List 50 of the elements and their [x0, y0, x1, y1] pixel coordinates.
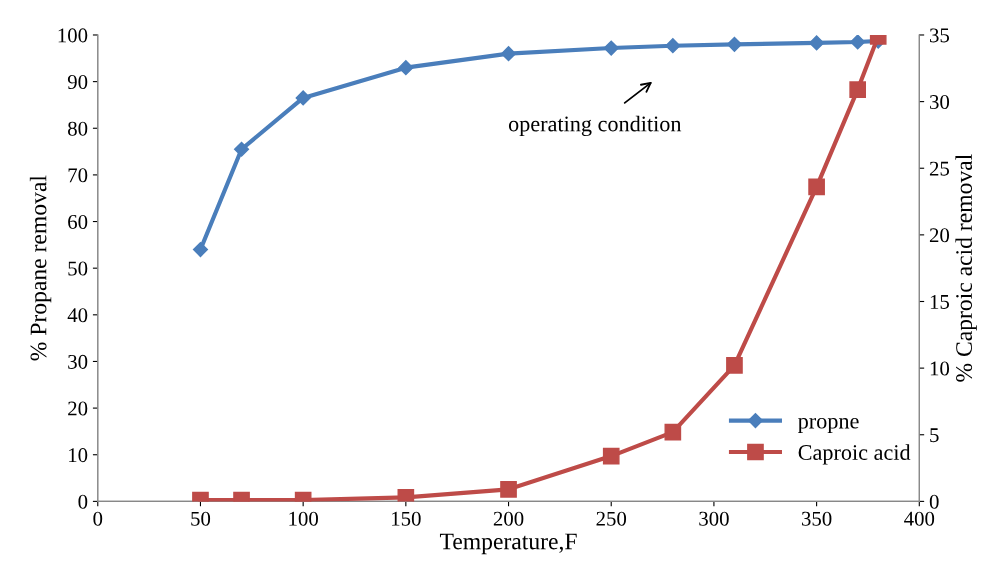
y2-tick-label: 15	[930, 294, 950, 309]
x-tick-label: 100	[289, 511, 318, 526]
y2-tick-label: 5	[930, 428, 939, 443]
y-tick-label: 30	[68, 354, 88, 369]
x-axis-title: Temperature,F	[439, 533, 577, 555]
point	[726, 357, 743, 374]
y-tick-label: 20	[68, 401, 88, 416]
x-tick-label: 150	[392, 511, 421, 526]
y-axis-title: % Propane removal	[29, 175, 52, 361]
point	[665, 38, 681, 54]
point	[233, 141, 250, 157]
point	[398, 60, 414, 76]
annotation: operating condition	[508, 115, 682, 137]
y-tick-label: 40	[67, 308, 88, 323]
y2-axis-title: % Caproic acid removal	[955, 154, 977, 382]
y-tick-label: 70	[68, 168, 88, 183]
legend-label: Caproic acid	[798, 444, 911, 465]
y2-tick-label: 0	[929, 494, 939, 509]
y-tick-label: 10	[69, 448, 88, 463]
y-tick-label: 90	[67, 74, 88, 90]
x-tick-label: 350	[801, 511, 832, 526]
y2-tick-label: 20	[929, 228, 950, 243]
y2-tick-label: 30	[930, 94, 950, 110]
y-tick-label: 50	[68, 261, 88, 276]
legend-label: propne	[798, 417, 859, 434]
point	[602, 447, 620, 465]
y2-tick-label: 10	[930, 361, 950, 376]
point	[849, 81, 867, 98]
x-tick-label: 400	[904, 511, 935, 526]
point	[726, 36, 743, 52]
point	[192, 241, 209, 258]
x-tick-label: 300	[699, 511, 729, 526]
point	[850, 34, 866, 50]
y-tick-label: 0	[78, 494, 88, 509]
point	[295, 90, 311, 106]
point	[809, 35, 825, 51]
point	[603, 40, 619, 56]
x-tick-label: 50	[191, 511, 211, 526]
point	[500, 46, 517, 62]
x-tick-label: 250	[596, 511, 627, 526]
y-tick-label: 100	[58, 28, 88, 43]
point	[500, 481, 517, 498]
x-tick-label: 0	[93, 511, 103, 526]
point	[664, 423, 682, 441]
y-tick-label: 60	[68, 214, 88, 229]
point	[808, 178, 825, 196]
y-tick-label: 80	[68, 121, 88, 136]
x-tick-label: 200	[493, 511, 524, 526]
y2-tick-label: 35	[930, 28, 950, 43]
y2-tick-label: 25	[929, 161, 950, 176]
